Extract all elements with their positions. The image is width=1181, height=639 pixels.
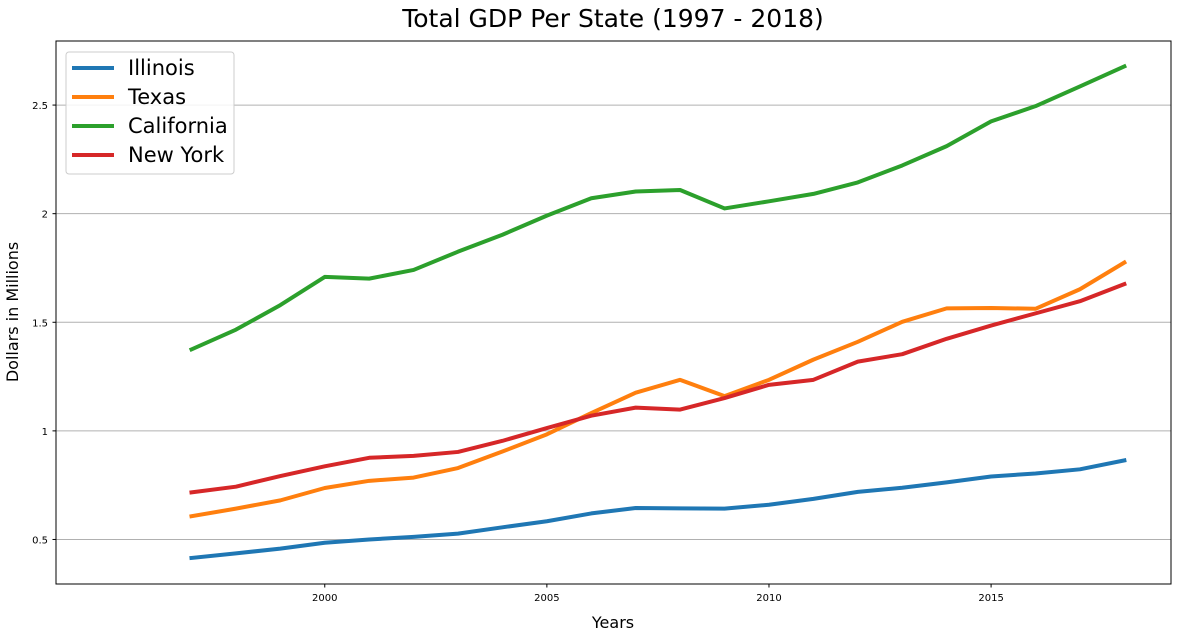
grid-lines (56, 104, 1171, 540)
plot-frame (55, 40, 1172, 585)
y-tick-label: 2.5 (32, 101, 48, 112)
series-line-new-york (189, 281, 1127, 495)
series-line-california (188, 63, 1128, 353)
x-tick-label: 2005 (534, 593, 559, 604)
x-tick-label: 2000 (312, 593, 337, 604)
x-axis-label: Years (591, 613, 634, 632)
x-axis-ticks: 2000 2005 2010 2015 (312, 584, 1004, 604)
x-tick-label: 2010 (756, 593, 781, 604)
legend-label-new-york: New York (128, 143, 225, 167)
legend: Illinois Texas California New York (65, 51, 235, 175)
series-line-illinois (189, 458, 1127, 561)
series-lines (188, 63, 1128, 561)
legend-label-texas: Texas (127, 85, 186, 109)
y-tick-label: 1.5 (32, 318, 48, 329)
legend-label-california: California (128, 114, 228, 138)
y-axis-ticks: 0.5 1 1.5 2 2.5 (32, 101, 56, 546)
series-line-texas (189, 259, 1128, 519)
y-axis-label: Dollars in Millions (3, 242, 22, 382)
legend-label-illinois: Illinois (128, 56, 195, 80)
y-tick-label: 1 (42, 427, 48, 438)
y-tick-label: 2 (42, 210, 48, 221)
legend-box (65, 51, 235, 175)
y-tick-label: 0.5 (32, 535, 48, 546)
x-tick-label: 2015 (978, 593, 1003, 604)
chart-title: Total GDP Per State (1997 - 2018) (401, 4, 824, 33)
